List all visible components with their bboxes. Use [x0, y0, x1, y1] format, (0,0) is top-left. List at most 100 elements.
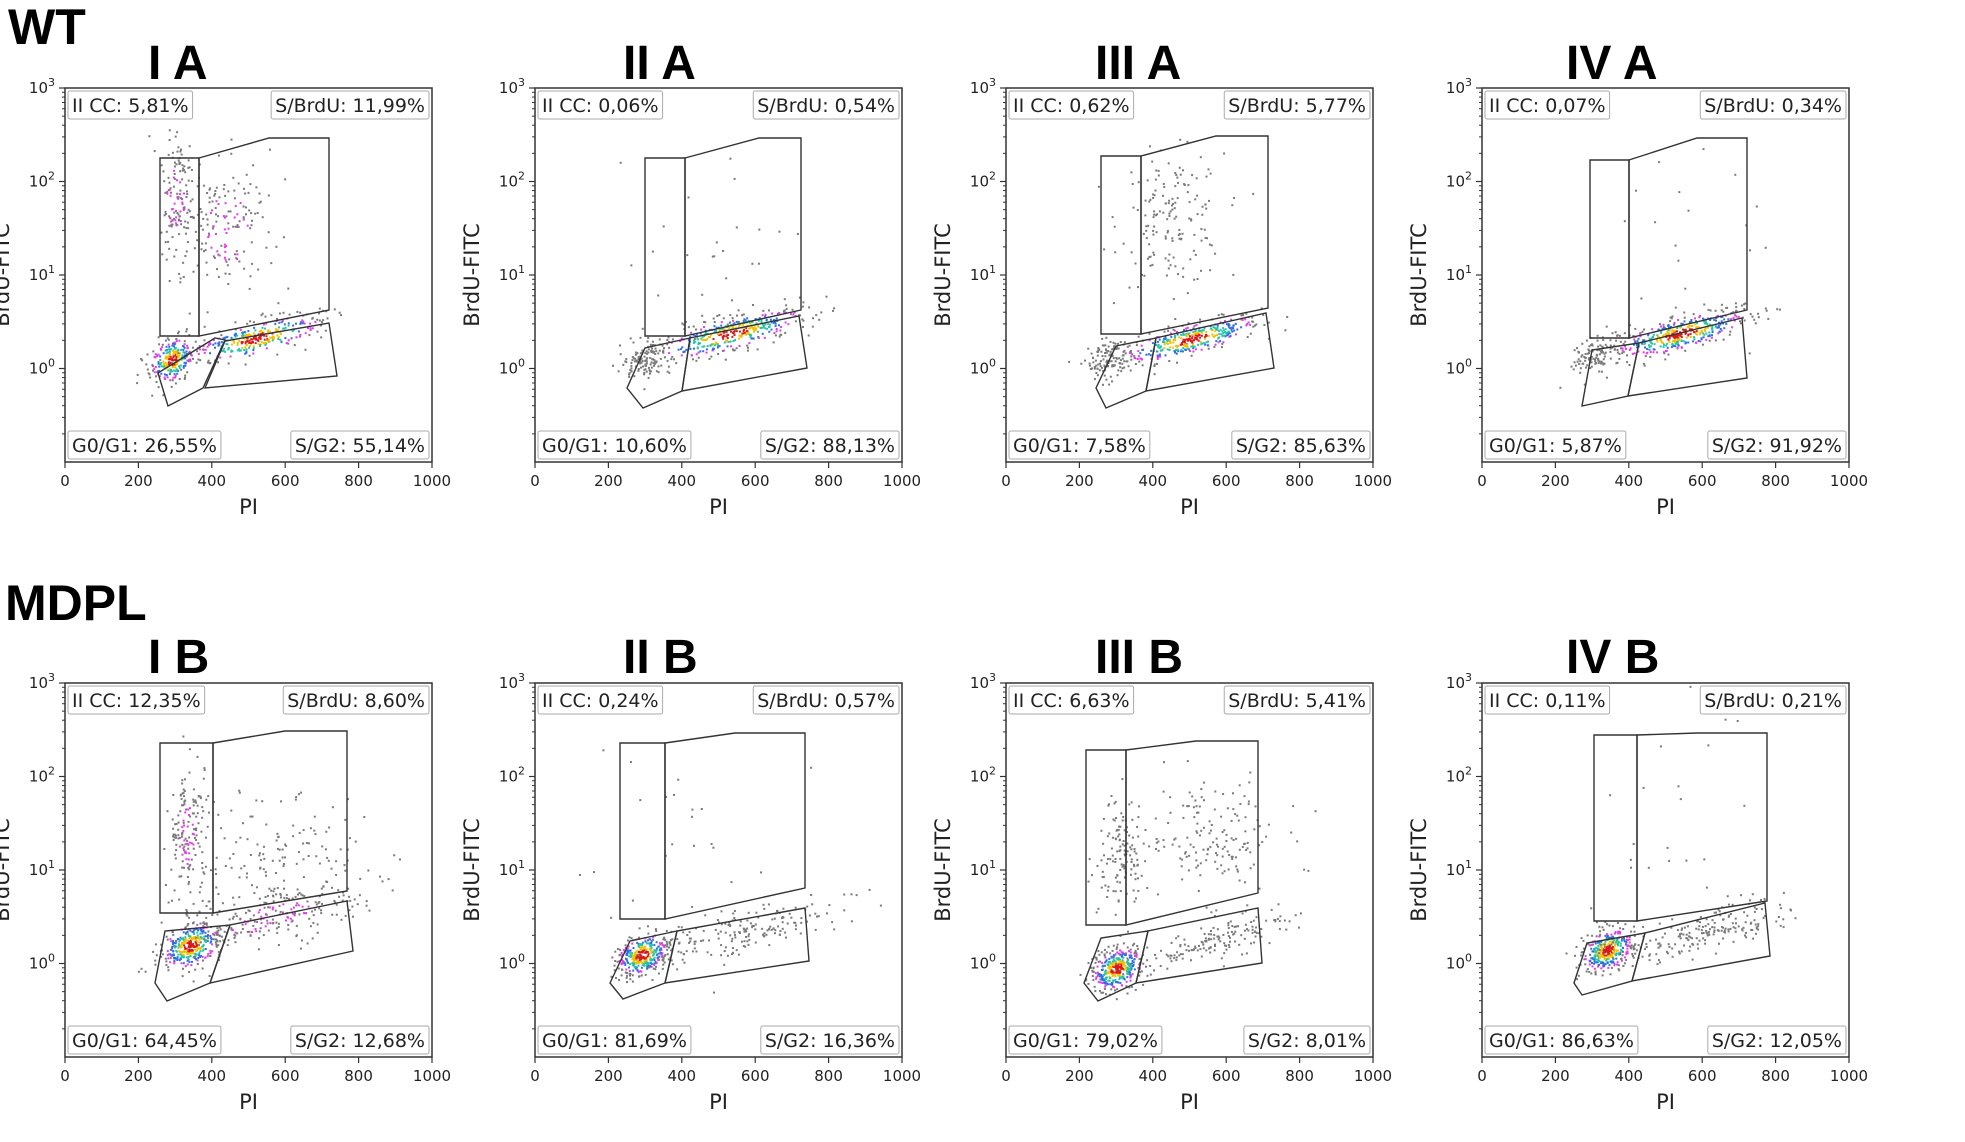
event-point [696, 346, 699, 349]
event-point [1137, 181, 1140, 184]
event-point [235, 841, 238, 844]
event-point [292, 324, 295, 327]
event-point [175, 822, 178, 825]
event-point [197, 937, 199, 939]
event-point [1677, 338, 1679, 341]
event-point [1253, 828, 1256, 831]
event-point [1096, 975, 1099, 978]
event-point [1246, 847, 1249, 850]
event-point [1192, 806, 1195, 809]
event-point [641, 963, 644, 966]
event-point [1122, 973, 1125, 976]
event-point [192, 843, 195, 846]
event-point [1164, 237, 1167, 240]
event-point [206, 825, 209, 828]
event-point [641, 962, 644, 965]
event-point [1648, 348, 1651, 351]
event-point [1178, 954, 1181, 957]
event-point [209, 212, 212, 214]
event-point [1126, 345, 1129, 348]
event-point [1254, 935, 1257, 938]
event-point [1144, 829, 1147, 831]
event-point [1226, 331, 1229, 334]
event-point [1194, 337, 1197, 340]
event-point [665, 940, 668, 943]
event-point [182, 955, 185, 958]
event-point [762, 933, 764, 936]
event-point [668, 371, 671, 374]
event-point [276, 847, 279, 850]
event-point [1102, 991, 1105, 994]
event-point [1728, 333, 1731, 336]
event-point [186, 924, 189, 927]
event-point [206, 939, 209, 942]
event-point [184, 220, 187, 223]
event-point [233, 216, 236, 219]
event-point [252, 332, 255, 335]
event-point [1227, 922, 1230, 924]
event-point [1249, 332, 1252, 335]
event-point [644, 940, 647, 943]
event-point [1099, 978, 1102, 981]
event-point [333, 308, 336, 311]
event-point [1651, 328, 1654, 331]
event-point [689, 348, 692, 350]
event-point [200, 947, 203, 949]
event-point [1121, 778, 1124, 781]
event-point [170, 191, 172, 194]
event-point [1611, 332, 1614, 335]
event-point [1276, 917, 1279, 920]
event-point [192, 952, 195, 955]
event-point [1152, 233, 1155, 236]
event-point [1687, 326, 1690, 329]
event-point [205, 916, 208, 919]
event-point [1129, 966, 1132, 969]
event-point [677, 925, 680, 928]
event-point [669, 944, 672, 947]
event-point [1162, 183, 1165, 185]
event-point [703, 338, 705, 341]
event-point [171, 219, 174, 222]
event-point [1583, 383, 1586, 386]
event-point [247, 334, 249, 336]
event-point [1191, 343, 1194, 346]
x-axis-label: PI [709, 1090, 728, 1114]
event-point [181, 178, 184, 181]
event-point [1113, 802, 1116, 805]
event-point [234, 328, 237, 331]
event-point [200, 248, 203, 251]
event-point [271, 918, 274, 921]
event-point [663, 945, 666, 948]
event-point [1591, 350, 1594, 353]
event-point [729, 340, 732, 343]
event-point [1214, 790, 1217, 793]
event-point [1722, 310, 1725, 313]
gate-s-brdu [684, 137, 802, 337]
event-point [1107, 365, 1109, 367]
event-point [1124, 876, 1126, 879]
event-point [1122, 952, 1125, 955]
x-tick-label: 200 [594, 1067, 623, 1085]
event-point [169, 355, 172, 358]
event-point [1677, 319, 1680, 321]
event-point [201, 242, 204, 245]
event-point [241, 334, 244, 337]
event-point [681, 958, 684, 961]
event-point [261, 800, 264, 803]
event-point [638, 959, 641, 962]
event-point [167, 969, 170, 972]
event-point [1183, 184, 1186, 186]
event-point [266, 330, 269, 333]
stat-ii-cc-box [1484, 90, 1611, 120]
event-point [794, 928, 797, 931]
event-point [157, 362, 160, 365]
event-point [234, 941, 237, 944]
event-point [177, 349, 180, 352]
event-point [243, 250, 245, 253]
event-point [1119, 965, 1122, 968]
event-point [630, 364, 633, 367]
event-point [781, 916, 784, 918]
event-point [663, 961, 666, 964]
event-point [1127, 930, 1129, 933]
event-point [168, 368, 171, 371]
